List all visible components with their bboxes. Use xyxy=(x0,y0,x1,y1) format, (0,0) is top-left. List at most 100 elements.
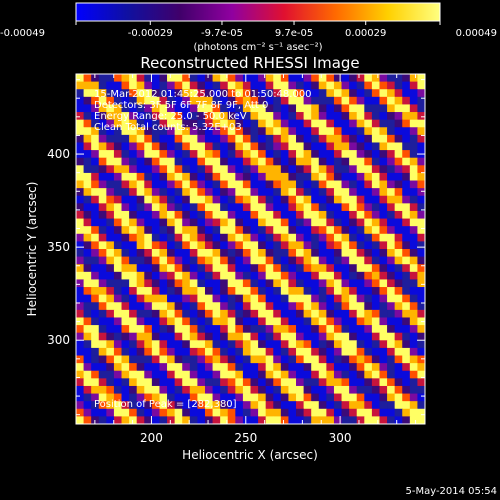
heatmap-cell xyxy=(174,408,183,417)
heatmap-cell xyxy=(371,188,380,197)
heatmap-cell xyxy=(121,355,130,364)
heatmap-cell xyxy=(356,241,365,250)
heatmap-cell xyxy=(144,355,153,364)
heatmap-cell xyxy=(235,104,244,113)
heatmap-cell xyxy=(250,256,259,265)
heatmap-cell xyxy=(379,401,388,410)
heatmap-cell xyxy=(136,408,145,417)
heatmap-cell xyxy=(204,271,213,280)
heatmap-cell xyxy=(318,256,327,265)
heatmap-cell xyxy=(106,203,115,212)
heatmap-cell xyxy=(356,81,365,90)
heatmap-cell xyxy=(113,210,122,219)
heatmap-cell xyxy=(349,393,358,402)
heatmap-cell xyxy=(159,104,168,113)
heatmap-cell xyxy=(280,134,289,143)
heatmap-cell xyxy=(121,104,130,113)
heatmap-cell xyxy=(250,340,259,349)
heatmap-cell xyxy=(197,401,206,410)
heatmap-cell xyxy=(182,150,191,159)
heatmap-cell xyxy=(212,89,221,98)
heatmap-cell xyxy=(83,385,92,394)
heatmap-cell xyxy=(288,271,297,280)
heatmap-cell xyxy=(349,309,358,318)
heatmap-cell xyxy=(288,256,297,265)
heatmap-cell xyxy=(296,416,305,425)
heatmap-cell xyxy=(204,401,213,410)
heatmap-cell xyxy=(341,294,350,303)
heatmap-cell xyxy=(121,256,130,265)
heatmap-cell xyxy=(356,119,365,128)
heatmap-cell xyxy=(326,385,335,394)
heatmap-cell xyxy=(91,218,100,227)
heatmap-cell xyxy=(98,271,107,280)
heatmap-cell xyxy=(113,112,122,121)
heatmap-cell xyxy=(280,416,289,425)
heatmap-cell xyxy=(189,416,198,425)
heatmap-cell xyxy=(220,355,229,364)
heatmap-cell xyxy=(409,218,418,227)
heatmap-cell xyxy=(364,112,373,121)
heatmap-cell xyxy=(250,74,259,83)
heatmap-cell xyxy=(242,363,251,372)
heatmap-cell xyxy=(144,150,153,159)
heatmap-cell xyxy=(174,347,183,356)
heatmap-cell xyxy=(318,226,327,235)
heatmap-cell xyxy=(98,363,107,372)
heatmap-cell xyxy=(83,393,92,402)
heatmap-cell xyxy=(98,416,107,425)
heatmap-cell xyxy=(106,165,115,174)
heatmap-cell xyxy=(220,150,229,159)
heatmap-cell xyxy=(265,157,274,166)
heatmap-cell xyxy=(106,180,115,189)
heatmap-cell xyxy=(144,142,153,151)
heatmap-cell xyxy=(250,385,259,394)
plot-frame xyxy=(75,73,426,425)
heatmap-cell xyxy=(91,150,100,159)
heatmap-cell xyxy=(121,363,130,372)
heatmap-cell xyxy=(76,134,84,143)
heatmap-cell xyxy=(129,287,138,296)
heatmap-cell xyxy=(121,401,130,410)
heatmap-cell xyxy=(280,241,289,250)
heatmap-cell xyxy=(364,332,373,341)
heatmap-cell xyxy=(174,271,183,280)
heatmap-cell xyxy=(204,81,213,90)
heatmap-cell xyxy=(379,119,388,128)
heatmap-cell xyxy=(311,347,320,356)
heatmap-cell xyxy=(288,119,297,128)
heatmap-cell xyxy=(326,325,335,334)
heatmap-cell xyxy=(242,210,251,219)
heatmap-cell xyxy=(273,279,282,288)
heatmap-cell xyxy=(129,127,138,136)
heatmap-cell xyxy=(189,256,198,265)
heatmap-cell xyxy=(227,302,236,311)
heatmap-cell xyxy=(318,401,327,410)
heatmap-cell xyxy=(242,142,251,151)
heatmap-cell xyxy=(288,134,297,143)
heatmap-cell xyxy=(83,142,92,151)
heatmap-cell xyxy=(227,294,236,303)
heatmap-cell xyxy=(159,180,168,189)
heatmap-cell xyxy=(174,112,183,121)
heatmap-cell xyxy=(129,165,138,174)
heatmap-cell xyxy=(265,142,274,151)
heatmap-cell xyxy=(159,241,168,250)
heatmap-cell xyxy=(273,180,282,189)
heatmap-cell xyxy=(129,157,138,166)
heatmap-cell xyxy=(364,256,373,265)
heatmap-cell xyxy=(242,302,251,311)
heatmap-cell xyxy=(341,401,350,410)
heatmap-cell xyxy=(356,89,365,98)
heatmap-cell xyxy=(318,150,327,159)
heatmap-cell xyxy=(83,370,92,379)
heatmap-cell xyxy=(113,416,122,425)
heatmap-cell xyxy=(326,363,335,372)
heatmap-cell xyxy=(265,218,274,227)
heatmap-cell xyxy=(303,172,312,181)
heatmap-cell xyxy=(204,294,213,303)
heatmap-cell xyxy=(242,157,251,166)
heatmap-cell xyxy=(129,112,138,121)
heatmap-cell xyxy=(258,416,267,425)
heatmap-cell xyxy=(98,287,107,296)
